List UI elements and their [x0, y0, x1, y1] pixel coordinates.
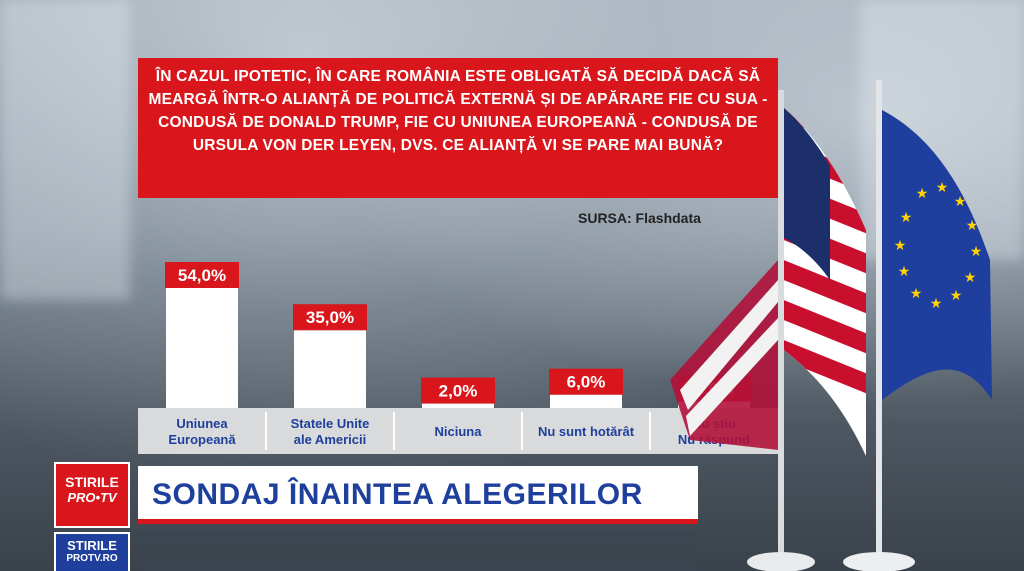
- value-label: 6,0%: [567, 373, 606, 392]
- category-label: Europeană: [168, 432, 236, 447]
- svg-text:★: ★: [898, 264, 911, 280]
- logo-line-1: STIRILE: [65, 474, 119, 490]
- eu-flag-icon: ★ ★ ★ ★ ★ ★ ★ ★ ★ ★ ★ ★: [882, 110, 992, 400]
- category-separator: [649, 412, 651, 450]
- lower-strip: [138, 530, 698, 571]
- category-label: Uniunea: [176, 416, 228, 431]
- svg-text:★: ★: [930, 296, 943, 312]
- stirile-protv-ro-logo: STIRILE PROTV.RO: [54, 532, 130, 571]
- flag-pole-right: [876, 80, 882, 560]
- category-separator: [521, 412, 523, 450]
- svg-text:★: ★: [950, 288, 963, 304]
- bar: [550, 394, 622, 408]
- svg-text:★: ★: [936, 180, 949, 196]
- category-separator: [265, 412, 267, 450]
- flag-pole-base-right: [843, 552, 915, 571]
- svg-text:★: ★: [900, 210, 913, 226]
- value-label-box: [549, 368, 623, 395]
- bar: [422, 403, 494, 408]
- background-window-left: [0, 0, 130, 300]
- value-label: 54,0%: [178, 266, 226, 285]
- category-label: Statele Unite: [291, 416, 370, 431]
- value-label: 2,0%: [439, 382, 478, 401]
- category-strip: [138, 408, 778, 454]
- svg-text:★: ★: [910, 286, 923, 302]
- category-separator: [393, 412, 395, 450]
- logo-site-line-1: STIRILE: [67, 538, 117, 553]
- category-label: ale Americii: [294, 432, 367, 447]
- value-label-box: [165, 262, 239, 288]
- source-label: SURSA: Flashdata: [578, 210, 701, 226]
- svg-text:★: ★: [954, 194, 967, 210]
- svg-text:★: ★: [966, 218, 979, 234]
- category-label: Nu sunt hotărât: [538, 424, 635, 439]
- value-label-box: [421, 377, 495, 404]
- flag-pole-base-left: [747, 552, 815, 571]
- bar: [294, 330, 366, 408]
- flags-illustration: ★ ★ ★ ★ ★ ★ ★ ★ ★ ★ ★ ★: [670, 80, 992, 571]
- bar: [166, 288, 238, 408]
- svg-text:★: ★: [894, 238, 907, 254]
- question-box: În cazul ipotetic, în care România este …: [138, 58, 778, 198]
- flag-pole-left: [778, 90, 784, 560]
- svg-text:★: ★: [970, 244, 983, 260]
- headline-banner: SONDAJ ÎNAINTEA ALEGERILOR: [138, 466, 698, 524]
- value-label: 35,0%: [306, 308, 354, 327]
- svg-text:★: ★: [964, 270, 977, 286]
- value-label-box: [293, 304, 367, 331]
- logo-site-line-2: PROTV.RO: [66, 553, 118, 564]
- logo-line-2: PRO•TV: [67, 490, 117, 505]
- svg-text:★: ★: [916, 186, 929, 202]
- category-label: Niciuna: [435, 424, 483, 439]
- stirile-protv-logo: STIRILE PRO•TV: [54, 462, 130, 528]
